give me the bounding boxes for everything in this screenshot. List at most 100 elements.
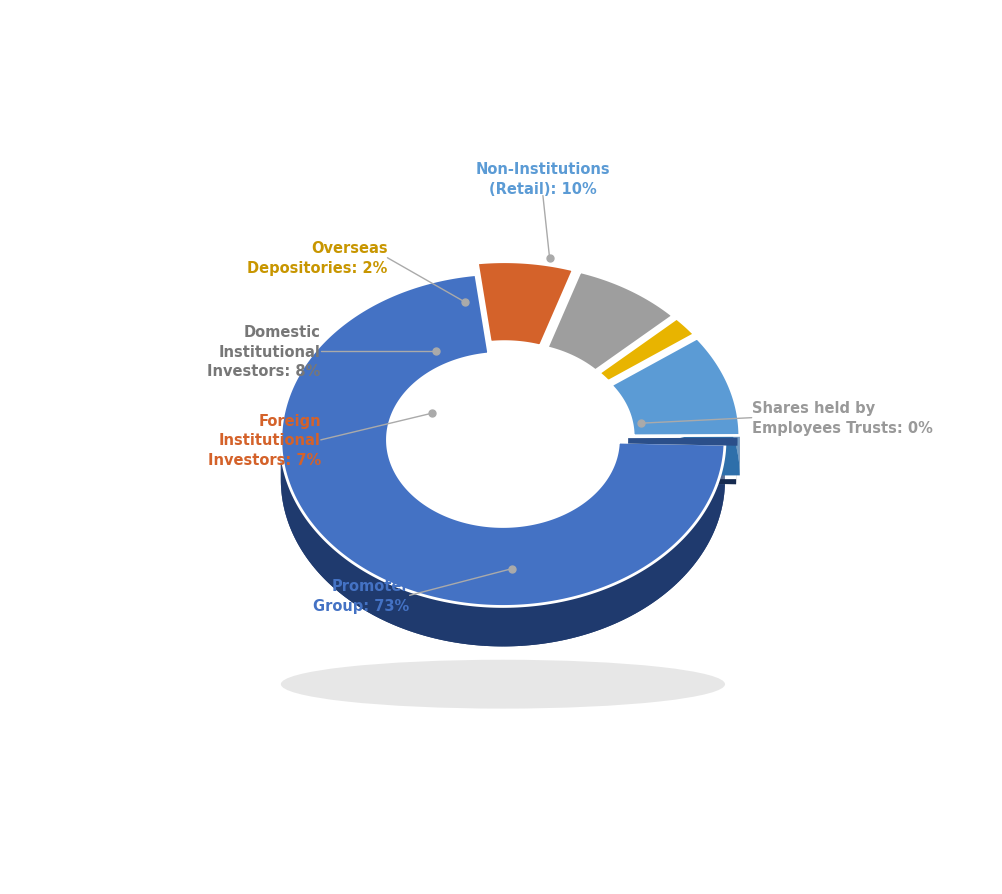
Polygon shape xyxy=(292,493,293,536)
Polygon shape xyxy=(582,595,585,636)
Polygon shape xyxy=(641,569,643,611)
Polygon shape xyxy=(697,518,698,560)
Polygon shape xyxy=(293,495,295,538)
Polygon shape xyxy=(674,544,676,586)
Polygon shape xyxy=(527,605,530,645)
Polygon shape xyxy=(601,588,604,629)
Polygon shape xyxy=(713,490,714,532)
Polygon shape xyxy=(355,564,357,606)
Polygon shape xyxy=(477,263,573,347)
Polygon shape xyxy=(616,582,619,623)
Polygon shape xyxy=(557,601,560,642)
Polygon shape xyxy=(592,592,595,633)
Polygon shape xyxy=(680,537,682,579)
Polygon shape xyxy=(520,606,523,646)
Polygon shape xyxy=(405,590,408,631)
Polygon shape xyxy=(648,564,651,605)
Polygon shape xyxy=(340,553,343,595)
Polygon shape xyxy=(304,514,305,556)
Polygon shape xyxy=(668,549,670,591)
Polygon shape xyxy=(449,602,453,643)
Polygon shape xyxy=(547,603,550,644)
Polygon shape xyxy=(570,598,573,639)
Polygon shape xyxy=(686,531,688,573)
Polygon shape xyxy=(651,562,653,603)
Polygon shape xyxy=(708,500,709,542)
Polygon shape xyxy=(646,565,648,607)
Polygon shape xyxy=(479,606,483,646)
Polygon shape xyxy=(633,573,635,615)
Polygon shape xyxy=(604,587,607,628)
Ellipse shape xyxy=(281,660,724,709)
Polygon shape xyxy=(653,561,656,602)
Polygon shape xyxy=(523,606,527,646)
Polygon shape xyxy=(690,527,692,569)
Polygon shape xyxy=(376,577,379,619)
Polygon shape xyxy=(566,599,570,639)
Polygon shape xyxy=(331,546,334,588)
Polygon shape xyxy=(506,607,510,646)
Polygon shape xyxy=(298,505,300,547)
Polygon shape xyxy=(382,580,384,621)
Polygon shape xyxy=(469,605,473,645)
Polygon shape xyxy=(365,571,368,612)
Polygon shape xyxy=(360,568,363,610)
Polygon shape xyxy=(610,339,739,436)
Polygon shape xyxy=(307,519,309,561)
Polygon shape xyxy=(627,577,630,618)
Polygon shape xyxy=(317,532,319,574)
Polygon shape xyxy=(399,587,402,628)
Polygon shape xyxy=(598,589,601,630)
Polygon shape xyxy=(585,594,589,635)
Polygon shape xyxy=(500,607,503,646)
Polygon shape xyxy=(309,521,310,563)
Polygon shape xyxy=(624,578,627,620)
Polygon shape xyxy=(598,319,693,382)
Polygon shape xyxy=(670,547,672,589)
Polygon shape xyxy=(503,607,506,646)
Polygon shape xyxy=(610,585,613,626)
Polygon shape xyxy=(456,603,459,644)
Polygon shape xyxy=(619,581,621,622)
Polygon shape xyxy=(411,592,414,633)
Polygon shape xyxy=(537,604,540,645)
Polygon shape xyxy=(296,501,297,543)
Polygon shape xyxy=(314,527,316,569)
Polygon shape xyxy=(703,509,704,551)
Polygon shape xyxy=(676,542,678,583)
Polygon shape xyxy=(684,533,686,575)
Text: Shares held by
Employees Trusts: 0%: Shares held by Employees Trusts: 0% xyxy=(750,401,932,435)
Polygon shape xyxy=(621,579,624,620)
Text: Domestic
Institutional
Investors: 8%: Domestic Institutional Investors: 8% xyxy=(207,325,321,379)
Polygon shape xyxy=(433,598,436,639)
Text: Promoter
Group: 73%: Promoter Group: 73% xyxy=(313,578,409,613)
Polygon shape xyxy=(424,596,427,637)
Polygon shape xyxy=(345,557,347,599)
Polygon shape xyxy=(390,584,393,625)
Polygon shape xyxy=(704,506,706,549)
Polygon shape xyxy=(347,559,350,601)
Polygon shape xyxy=(336,550,338,592)
Polygon shape xyxy=(325,540,327,582)
Polygon shape xyxy=(295,498,296,540)
Polygon shape xyxy=(576,596,579,637)
Polygon shape xyxy=(387,583,390,624)
Polygon shape xyxy=(373,576,376,617)
Polygon shape xyxy=(329,544,331,586)
Polygon shape xyxy=(352,562,355,604)
Polygon shape xyxy=(630,575,633,616)
Polygon shape xyxy=(678,539,680,581)
Polygon shape xyxy=(453,603,456,643)
Polygon shape xyxy=(408,591,411,632)
Polygon shape xyxy=(496,607,500,646)
Polygon shape xyxy=(629,479,735,485)
Polygon shape xyxy=(334,548,336,590)
Polygon shape xyxy=(363,569,365,611)
Polygon shape xyxy=(327,542,329,584)
Polygon shape xyxy=(493,607,496,646)
Polygon shape xyxy=(563,600,566,640)
Polygon shape xyxy=(595,591,598,631)
Polygon shape xyxy=(530,605,533,645)
Polygon shape xyxy=(533,604,537,645)
Polygon shape xyxy=(643,567,646,609)
